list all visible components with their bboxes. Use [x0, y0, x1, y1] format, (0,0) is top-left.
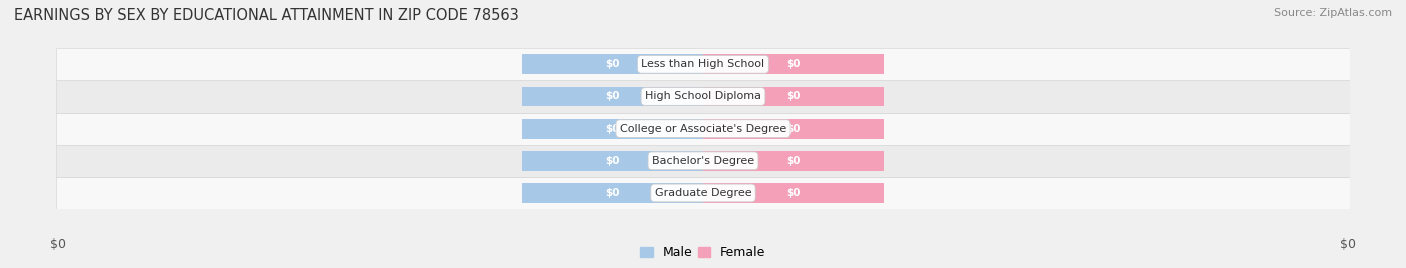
Text: EARNINGS BY SEX BY EDUCATIONAL ATTAINMENT IN ZIP CODE 78563: EARNINGS BY SEX BY EDUCATIONAL ATTAINMEN…	[14, 8, 519, 23]
Bar	[703, 151, 884, 171]
Bar	[56, 48, 1350, 80]
Text: $0: $0	[605, 124, 620, 134]
Bar	[703, 119, 884, 139]
Text: $0: $0	[786, 59, 801, 69]
Bar	[522, 119, 703, 139]
Text: $0: $0	[786, 91, 801, 102]
Text: $0: $0	[605, 188, 620, 198]
Text: Bachelor's Degree: Bachelor's Degree	[652, 156, 754, 166]
Bar	[56, 145, 1350, 177]
Bar	[703, 87, 884, 106]
Legend: Male, Female: Male, Female	[636, 241, 770, 264]
Text: Less than High School: Less than High School	[641, 59, 765, 69]
Text: $0: $0	[1340, 238, 1357, 251]
Text: $0: $0	[786, 188, 801, 198]
Text: Source: ZipAtlas.com: Source: ZipAtlas.com	[1274, 8, 1392, 18]
Text: High School Diploma: High School Diploma	[645, 91, 761, 102]
Text: Graduate Degree: Graduate Degree	[655, 188, 751, 198]
Bar	[522, 54, 703, 74]
Bar	[522, 87, 703, 106]
Bar	[522, 183, 703, 203]
Bar	[56, 113, 1350, 145]
Text: $0: $0	[605, 156, 620, 166]
Text: College or Associate's Degree: College or Associate's Degree	[620, 124, 786, 134]
Bar	[56, 177, 1350, 209]
Text: $0: $0	[786, 124, 801, 134]
Bar	[522, 151, 703, 171]
Text: $0: $0	[605, 91, 620, 102]
Text: $0: $0	[786, 156, 801, 166]
Bar	[703, 183, 884, 203]
Bar	[56, 80, 1350, 113]
Bar	[703, 54, 884, 74]
Text: $0: $0	[49, 238, 66, 251]
Text: $0: $0	[605, 59, 620, 69]
